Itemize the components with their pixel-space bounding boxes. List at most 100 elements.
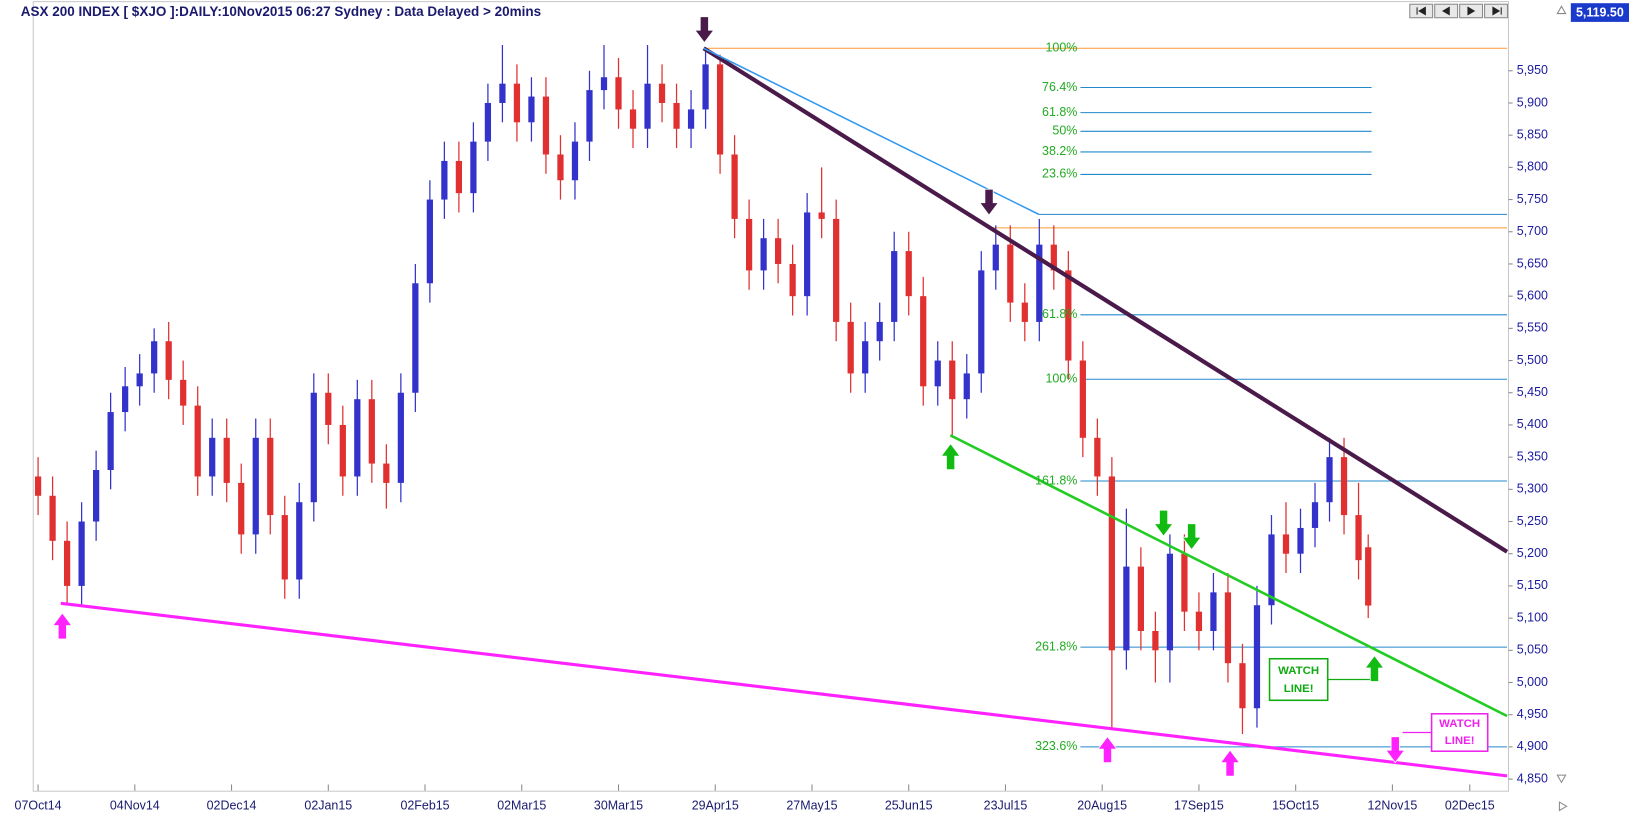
y-tick-label: 5,750 [1517, 192, 1548, 206]
chart-title: ASX 200 INDEX [ $XJO ]:DAILY:10Nov2015 0… [21, 4, 541, 19]
marker-arrow [1153, 509, 1174, 537]
y-tick-label: 5,950 [1517, 63, 1548, 77]
x-tick-label: 29Apr15 [692, 799, 739, 813]
candle-body [252, 437, 259, 535]
candle-body [455, 160, 463, 194]
annotation-box [1430, 713, 1489, 752]
candle-body [1195, 611, 1203, 631]
candle-body [542, 96, 550, 155]
scroll-right[interactable] [1558, 801, 1568, 812]
candle-body [571, 141, 579, 181]
candle-body [1166, 553, 1174, 651]
candle-body [963, 373, 970, 400]
candle-body [1137, 566, 1145, 631]
fib-label: 100% [1045, 372, 1077, 386]
candle-body [1365, 547, 1372, 606]
fib-label: 50% [1052, 124, 1077, 138]
candle-body [484, 102, 492, 142]
candle-body [1268, 534, 1275, 606]
x-tick-label: 07Oct14 [15, 799, 62, 813]
candle-body [673, 102, 680, 129]
candle-body [731, 154, 738, 219]
candle-body [441, 160, 448, 200]
x-tick-label: 02Mar15 [497, 799, 546, 813]
candle-body [949, 360, 956, 400]
candle-body [1079, 360, 1086, 438]
candle-body [136, 373, 143, 387]
candle-body [804, 212, 811, 297]
scroll-down[interactable] [1556, 774, 1567, 784]
x-tick-label: 02Jan15 [304, 799, 352, 813]
candle-body [1036, 244, 1043, 322]
marker-arrow [1364, 654, 1385, 683]
y-tick-label: 5,050 [1517, 643, 1548, 657]
marker-arrow [940, 442, 961, 471]
candle-body [1094, 437, 1101, 477]
candle-body [847, 321, 854, 374]
candle-body [1326, 457, 1333, 503]
x-tick-label: 02Dec14 [207, 799, 257, 813]
candle-body [760, 238, 767, 271]
watch-line-box: WATCH LINE! [1402, 713, 1489, 752]
x-tick-label: 20Aug15 [1077, 799, 1127, 813]
candle-body [920, 296, 927, 387]
candle-body [49, 495, 56, 541]
candle-body [34, 476, 42, 496]
annotation-text: LINE! [1445, 735, 1475, 747]
last-price: 5,119.50 [1576, 5, 1624, 19]
trend-line [949, 434, 1508, 718]
candle-body [78, 521, 85, 586]
marker-arrow [52, 612, 73, 640]
y-tick-label: 5,650 [1517, 256, 1548, 270]
candle-body [325, 392, 332, 425]
candle-body [426, 199, 433, 284]
candle-body [107, 412, 114, 471]
candle-body [412, 283, 419, 393]
marker-arrow [1219, 749, 1241, 777]
candle-body [687, 109, 695, 129]
y-tick-label: 5,350 [1517, 449, 1548, 463]
candle-body [818, 212, 825, 219]
candle-body [151, 341, 158, 374]
candle-body [1340, 457, 1348, 516]
candle-body [992, 244, 999, 271]
candle-body [339, 424, 346, 477]
trend-line [703, 47, 1040, 216]
candle-body [397, 392, 404, 483]
candle-body [1050, 244, 1057, 271]
candle-body [1108, 476, 1115, 651]
y-tick-label: 5,850 [1517, 127, 1548, 141]
candle-body [775, 238, 782, 264]
y-tick-label: 5,250 [1517, 514, 1548, 528]
candle-body [93, 470, 100, 522]
x-tick-label: 30Mar15 [594, 799, 643, 813]
x-tick-label: 27May15 [786, 799, 837, 813]
y-tick-label: 5,550 [1517, 321, 1548, 335]
x-tick-label: 23Jul15 [984, 799, 1028, 813]
watch-line-box: WATCH LINE! [1268, 657, 1374, 702]
last-price-box [1570, 3, 1629, 22]
nav-buttons[interactable] [1409, 3, 1508, 19]
candle-body [1239, 663, 1246, 709]
x-tick-label: 02Dec15 [1445, 799, 1495, 813]
candle-body [194, 405, 201, 477]
scroll-up[interactable] [1556, 5, 1567, 15]
candle-body [702, 64, 709, 110]
candle-body [745, 218, 753, 271]
candle-body [209, 437, 216, 477]
candle-body [1355, 515, 1362, 561]
candle-body [513, 83, 521, 123]
y-tick-label: 5,450 [1517, 385, 1548, 399]
candle-body [644, 83, 651, 129]
candle-body [1021, 302, 1028, 322]
candle-body [180, 379, 187, 406]
candle-body [528, 96, 535, 123]
candle-body [978, 270, 985, 374]
marker-arrow [978, 188, 1000, 216]
candle-body [789, 263, 796, 297]
candle-body [296, 502, 303, 580]
y-tick-label: 5,600 [1517, 288, 1548, 302]
fib-label: 100% [1045, 41, 1077, 55]
fib-label: 76.4% [1042, 80, 1077, 94]
